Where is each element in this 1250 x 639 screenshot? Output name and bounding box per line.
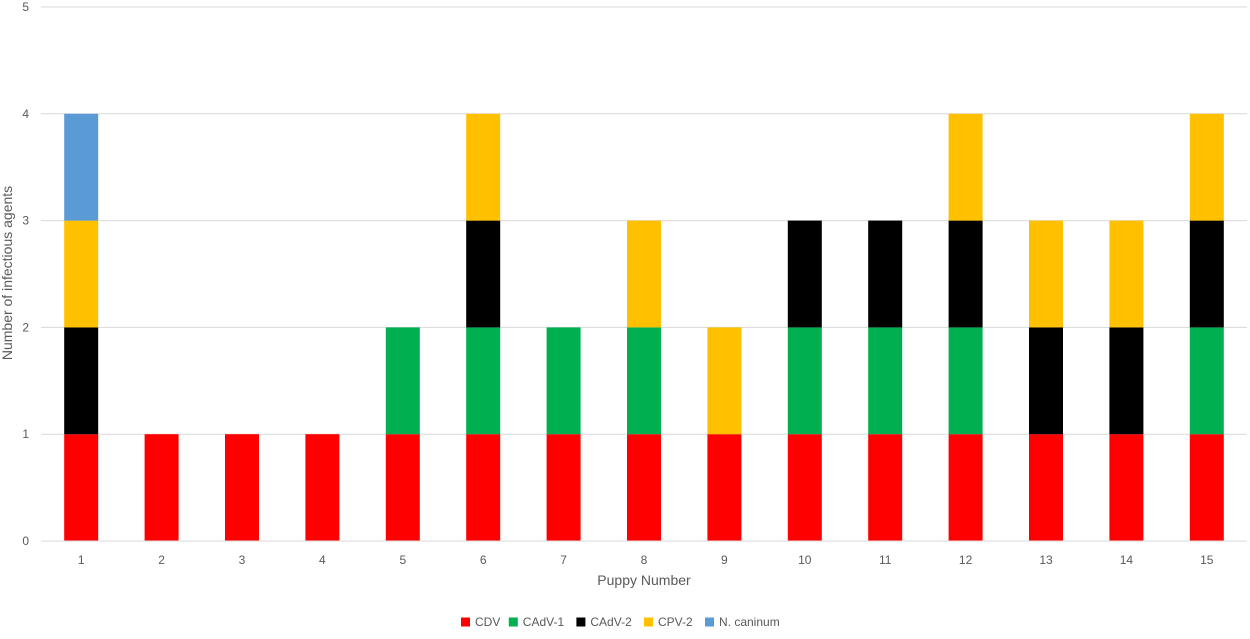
bar-cpv-2-8 [627,220,661,328]
bar-cadv-1-15 [1189,327,1224,435]
legend: CDV CAdV-1 CAdV-2 CPV-2 N. caninum [461,615,780,629]
x-tick-label: 13 [1039,553,1053,567]
bar-cdv-15 [1189,434,1224,541]
bar-cdv-4 [305,434,340,541]
bar-cadv-2-1 [64,327,99,435]
bar-cpv-2-14 [1109,220,1144,328]
y-tick-label: 5 [22,0,29,14]
bar-cadv-1-8 [627,327,661,435]
legend-swatch [461,617,470,627]
bar-cdv-7 [546,434,581,541]
legend-label: N. caninum [719,615,780,629]
x-tick-label: 11 [879,553,892,567]
legend-swatch [508,617,518,627]
x-tick-label: 5 [399,553,406,567]
x-tick-label: 14 [1120,553,1134,567]
bar-cadv-1-6 [466,327,501,435]
bar-cadv-1-5 [385,327,420,435]
bar-cdv-10 [787,434,822,541]
legend-swatch [644,617,653,627]
x-tick-label: 2 [158,553,165,567]
legend-label: CAdV-2 [590,615,632,629]
y-tick-label: 2 [22,320,29,334]
legend-swatch [576,617,586,627]
bar-cdv-2 [144,434,179,541]
bar-cdv-8 [627,434,661,541]
bar-cpv-2-1 [64,220,99,328]
bar-cdv-9 [707,434,742,541]
bars [64,113,1224,541]
y-tick-label: 4 [22,107,29,121]
x-tick-label: 15 [1200,553,1214,567]
bar-cadv-1-11 [868,327,903,435]
x-tick-label: 12 [959,553,973,567]
bar-cadv-1-12 [948,327,983,435]
bar-cadv-2-13 [1029,327,1063,435]
bar-cdv-6 [466,434,501,541]
x-tick-label: 10 [798,553,812,567]
bar-cdv-12 [948,434,983,541]
bar-cdv-1 [64,434,99,541]
x-tick-label: 6 [480,553,487,567]
legend-label: CDV [475,615,500,629]
bar-cpv-2-6 [466,113,501,221]
x-tick-label: 9 [721,553,728,567]
x-tick-label: 3 [239,553,246,567]
x-tick-label: 8 [641,553,648,567]
bar-cadv-2-6 [466,220,501,328]
x-tick-label: 4 [319,553,326,567]
y-tick-label: 1 [22,427,29,441]
bar-cadv-2-11 [868,220,903,328]
bar-cadv-2-12 [948,220,983,328]
x-tick-label: 1 [78,553,85,567]
bar-cadv-2-14 [1109,327,1144,435]
legend-label: CPV-2 [658,615,693,629]
bar-cdv-11 [868,434,903,541]
bar-cpv-2-13 [1029,220,1063,328]
bar-cdv-13 [1029,434,1063,541]
bar-cpv-2-12 [948,113,983,221]
y-tick-label: 3 [22,214,29,228]
x-axis-title: Puppy Number [597,572,691,588]
bar-cdv-14 [1109,434,1144,541]
bar-cadv-1-10 [787,327,822,435]
bar-cdv-3 [225,434,259,541]
x-tick-label: 7 [560,553,567,567]
bar-n-caninum-1 [64,113,99,221]
bar-cdv-5 [385,434,420,541]
bar-cadv-1-7 [546,327,581,435]
bar-cadv-2-15 [1189,220,1224,328]
legend-label: CAdV-1 [523,615,565,629]
bar-cpv-2-9 [707,327,742,435]
bar-cpv-2-15 [1189,113,1224,221]
y-tick-label: 0 [22,534,29,548]
legend-swatch [705,617,714,627]
y-axis-title: Number of infectious agents [0,186,15,360]
bar-cadv-2-10 [787,220,822,328]
